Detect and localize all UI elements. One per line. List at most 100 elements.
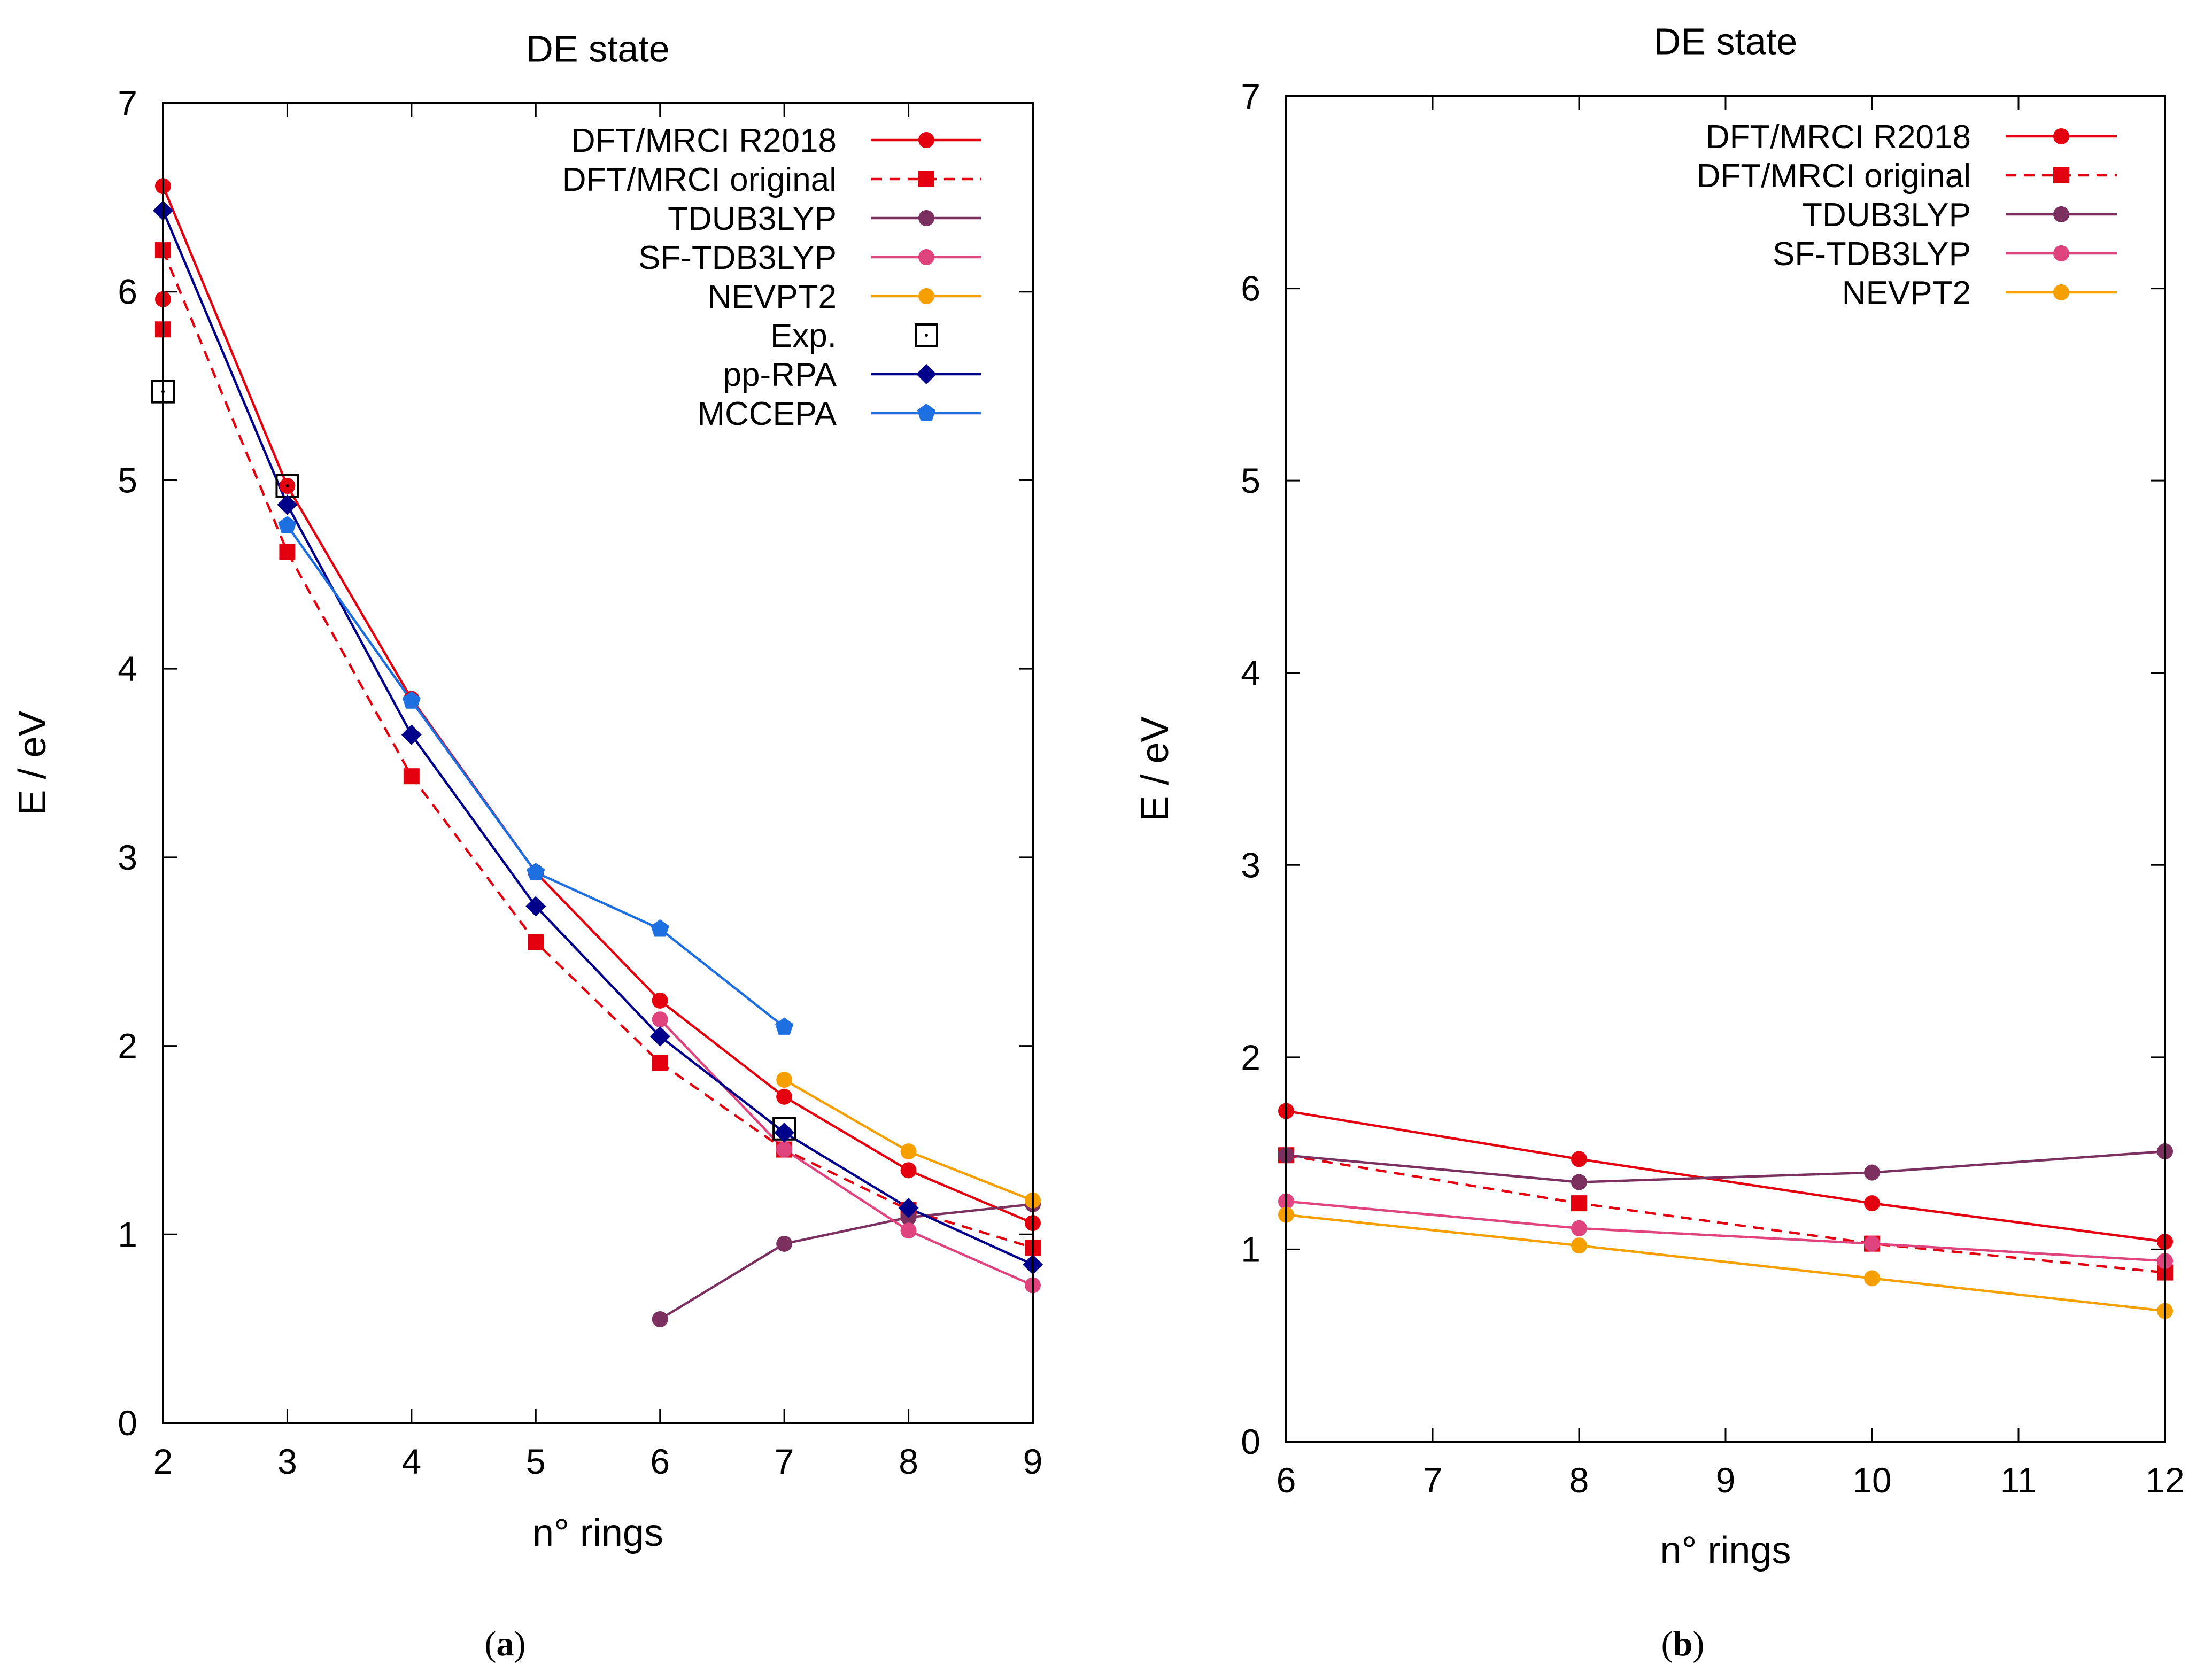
y-tick-label: 2	[118, 1026, 137, 1066]
x-axis-label: n° rings	[1660, 1529, 1791, 1572]
plot-frame	[162, 102, 1034, 1424]
series-line-dft-mrci-r2018	[1286, 1110, 2165, 1243]
data-point	[775, 1017, 794, 1035]
legend-label: Exp.	[770, 318, 837, 354]
data-point	[900, 1143, 917, 1160]
legend-label: SF-TDB3LYP	[1773, 236, 1971, 273]
x-tick-label: 6	[1277, 1460, 1296, 1500]
legend-marker	[917, 404, 936, 421]
y-tick-label: 2	[1241, 1038, 1260, 1077]
y-tick-label: 0	[118, 1403, 137, 1443]
y-tick-label: 5	[1241, 461, 1260, 500]
y-tick-label: 6	[1241, 269, 1260, 308]
data-point	[1864, 1270, 1880, 1287]
legend-label: NEVPT2	[1842, 275, 1971, 312]
x-tick-label: 4	[401, 1442, 421, 1481]
legend-marker	[918, 210, 934, 226]
legend-marker	[2053, 206, 2069, 222]
series-line-dft-mrci-original	[161, 250, 1033, 1249]
data-point	[401, 724, 422, 745]
x-tick-label: 9	[1716, 1460, 1736, 1500]
series-line-tdub3lyp	[659, 1203, 1033, 1320]
data-point	[652, 1311, 668, 1328]
data-point	[1864, 1235, 1880, 1252]
data-point	[776, 1088, 793, 1105]
legend-marker	[918, 288, 934, 304]
data-point	[278, 516, 297, 533]
series-line-pp-rpa	[161, 210, 1033, 1266]
plot-frame	[1285, 95, 2166, 1443]
chart-title: DE state	[1654, 20, 1797, 62]
y-tick-label: 7	[1241, 76, 1260, 116]
y-tick-label: 1	[1241, 1229, 1260, 1269]
series-line-sf-tdb3lyp	[1286, 1200, 2165, 1263]
legend-marker	[2053, 245, 2069, 261]
data-point	[527, 863, 545, 880]
legend-marker	[915, 323, 938, 347]
x-tick-label: 10	[1852, 1460, 1891, 1500]
series-line-dft-mrci-original	[1286, 1154, 2165, 1274]
legend-label: DFT/MRCI original	[562, 161, 837, 198]
data-point	[776, 1072, 793, 1088]
data-point	[279, 544, 296, 560]
data-point	[652, 1055, 668, 1071]
data-point	[774, 1122, 795, 1143]
y-tick-label: 0	[1241, 1422, 1260, 1461]
x-tick-label: 8	[1569, 1460, 1589, 1500]
data-point	[776, 1235, 793, 1252]
data-point	[900, 1222, 917, 1239]
data-point	[776, 1141, 793, 1158]
legend-marker	[918, 249, 934, 265]
data-point	[528, 934, 544, 950]
x-tick-label: 7	[775, 1442, 794, 1481]
y-tick-label: 3	[1241, 845, 1260, 885]
y-tick-label: 6	[118, 272, 137, 312]
legend-marker	[918, 171, 934, 187]
series-line-tdub3lyp	[1286, 1150, 2165, 1183]
x-tick-label: 7	[1423, 1460, 1443, 1500]
y-tick-label: 5	[118, 460, 137, 500]
panel-caption: (b)	[1661, 1624, 1705, 1663]
data-point	[651, 919, 669, 937]
y-tick-label: 7	[118, 83, 137, 123]
panel-caption: (a)	[485, 1624, 526, 1663]
y-tick-label: 4	[1241, 653, 1260, 693]
data-point	[277, 494, 298, 515]
legend-marker	[2053, 167, 2069, 183]
data-point	[649, 1026, 670, 1047]
y-tick-label: 4	[118, 649, 137, 688]
x-tick-label: 11	[2000, 1460, 2037, 1500]
legend-label: NEVPT2	[708, 278, 837, 315]
data-point	[1571, 1195, 1587, 1212]
data-point	[900, 1162, 917, 1179]
y-tick-label: 3	[118, 838, 137, 877]
x-tick-label: 9	[1023, 1442, 1043, 1481]
x-tick-label: 8	[899, 1442, 918, 1481]
y-tick-label: 1	[118, 1214, 137, 1254]
data-point	[525, 896, 546, 917]
series-group	[151, 178, 1043, 1328]
series-line-dft-mrci-r2018	[161, 185, 1033, 1225]
x-tick-label: 3	[277, 1442, 297, 1481]
x-tick-label: 5	[526, 1442, 546, 1481]
legend-marker	[2053, 128, 2069, 144]
data-point	[1571, 1237, 1587, 1254]
legend-label: TDUB3LYP	[668, 200, 837, 237]
legend-label: DFT/MRCI R2018	[571, 122, 837, 159]
data-point	[898, 1197, 919, 1218]
data-point	[1571, 1151, 1587, 1167]
legend-label: DFT/MRCI R2018	[1706, 119, 1971, 156]
y-axis-label: E / eV	[11, 710, 54, 815]
data-point	[1864, 1164, 1880, 1181]
data-point	[652, 1011, 668, 1028]
data-point	[1571, 1220, 1587, 1236]
chart-panel-a: DE state 2 3 4 5 6 7 8 9 0 1 2 3 4 5 6 7 n° rings E / eV DF…	[11, 28, 1043, 1663]
legend-marker	[916, 364, 937, 384]
series-group	[1278, 1103, 2173, 1319]
legend-label: pp-RPA	[723, 357, 837, 393]
